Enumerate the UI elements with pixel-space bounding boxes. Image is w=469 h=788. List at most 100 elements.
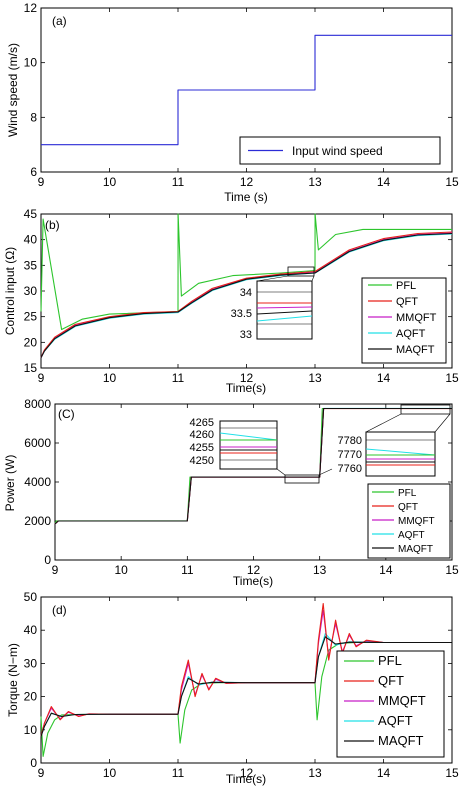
panel-c-zoom-connector	[276, 468, 286, 476]
y-tick-label: 30	[24, 656, 38, 670]
legend-label-qft: QFT	[378, 673, 404, 688]
panel-b-zoom-connector	[311, 275, 315, 282]
legend-label-input-wind-speed: Input wind speed	[292, 144, 383, 158]
panel-b-xlabel: Time(s)	[226, 381, 266, 395]
legend-label-mmqft: MMQFT	[396, 312, 437, 324]
panel-c-series	[54, 407, 452, 525]
inset-line-aqft	[365, 448, 436, 456]
inset-line-aqft	[219, 432, 278, 441]
legend-label-aqft: AQFT	[396, 328, 426, 340]
inset-line-mmqft	[256, 306, 313, 309]
panel-d-label: (d)	[52, 603, 67, 617]
x-tick-label: 15	[445, 563, 459, 577]
panel-c: (C) Time(s) Power (W) 9 10 11 12 13 14 15 0 2000…	[3, 397, 459, 588]
panel-b: (b) Time(s) Control input (Ω) 9 10 11 12 13 1…	[3, 207, 459, 395]
inset-tick-label: 33.5	[231, 308, 252, 320]
inset-tick-label: 4260	[190, 429, 214, 441]
x-tick-label: 9	[38, 371, 45, 385]
y-tick-label: 35	[24, 258, 38, 272]
legend-label-maqft: MAQFT	[396, 344, 435, 356]
panel-c-zoom-connector	[434, 413, 451, 433]
panel-b-label: (b)	[45, 218, 60, 232]
panel-a-series	[41, 34, 452, 146]
x-tick-label: 10	[103, 766, 117, 780]
panel-c-zoom-marker	[284, 474, 320, 484]
x-tick-label: 12	[240, 175, 254, 189]
panel-d: (d) Time(s) Torque (N−m) 9 10 11 12 13 14 15 0 1…	[6, 590, 459, 786]
legend-label-aqft: AQFT	[398, 530, 425, 541]
legend-label-pfl: PFL	[378, 653, 402, 668]
legend-label-pfl: PFL	[396, 280, 416, 292]
x-tick-label: 9	[38, 175, 45, 189]
legend-label-qft: QFT	[398, 502, 418, 513]
panel-d-legend: PFL QFT MMQFT AQFT MAQFT	[336, 650, 445, 758]
panel-c-xlabel: Time(s)	[233, 574, 273, 588]
y-tick-label: 40	[24, 623, 38, 637]
series-line-maqft	[40, 232, 453, 358]
x-tick-label: 15	[445, 175, 459, 189]
series-line-maqft	[54, 407, 452, 525]
x-tick-label: 12	[240, 766, 254, 780]
panel-b-ticks: 9 10 11 12 13 14 15 15 20 25 30 35 40 45	[24, 207, 459, 385]
panel-d-ticks: 9 10 11 12 13 14 15 0 10 20 30 40 50	[24, 590, 459, 780]
panel-c-inset-2: 7780 7770 7760	[338, 431, 436, 477]
panel-b-legend: PFL QFT MMQFT AQFT MAQFT	[361, 277, 447, 364]
x-tick-label: 12	[240, 371, 254, 385]
x-tick-label: 10	[103, 175, 117, 189]
panel-b-inset: 34 33.5 33	[231, 280, 313, 341]
legend-label-mmqft: MMQFT	[398, 516, 435, 527]
series-line-pfl	[54, 407, 452, 524]
legend-label-aqft: AQFT	[378, 713, 413, 728]
y-tick-label: 12	[24, 1, 38, 15]
x-tick-label: 12	[247, 563, 261, 577]
panel-d-ylabel: Torque (N−m)	[6, 643, 20, 717]
panel-b-zoom-connector	[256, 275, 289, 282]
x-tick-label: 14	[377, 766, 391, 780]
panel-c-zoom-connector	[318, 468, 333, 476]
x-tick-label: 10	[114, 563, 128, 577]
inset-tick-label: 33	[240, 329, 252, 341]
legend-label-maqft: MAQFT	[398, 544, 433, 555]
y-tick-label: 0	[44, 553, 51, 567]
y-tick-label: 4000	[24, 475, 51, 489]
x-tick-label: 11	[181, 563, 194, 577]
x-tick-label: 14	[377, 371, 391, 385]
panel-a-ylabel: Wind speed (m/s)	[6, 43, 20, 137]
y-tick-label: 20	[24, 335, 38, 349]
x-tick-label: 15	[445, 766, 459, 780]
panel-b-ylabel: Control input (Ω)	[3, 247, 17, 335]
x-tick-label: 13	[313, 563, 327, 577]
y-tick-label: 40	[24, 233, 38, 247]
inset-tick-label: 7760	[338, 463, 362, 475]
panel-a-xlabel: Time (s)	[224, 190, 268, 204]
panel-b-zoom-marker	[287, 266, 315, 277]
panel-a: (a) Time (s) Wind speed (m/s) 9 10 11 12 13 1…	[6, 1, 459, 204]
panel-d-series	[40, 603, 452, 757]
inset-tick-label: 4265	[190, 417, 214, 429]
x-tick-label: 9	[52, 563, 59, 577]
panel-c-ylabel: Power (W)	[3, 455, 17, 512]
panel-c-legend: PFL QFT MMQFT AQFT MAQFT	[367, 483, 451, 559]
x-tick-label: 9	[38, 766, 45, 780]
y-tick-label: 45	[24, 207, 38, 221]
x-tick-label: 10	[103, 371, 117, 385]
legend-entries: PFL QFT MMQFT AQFT MAQFT	[372, 488, 435, 555]
panel-a-label: (a)	[52, 14, 67, 28]
inset-tick-label: 4250	[190, 455, 214, 467]
panel-b-series	[40, 213, 453, 358]
inset-line-maqft	[256, 310, 313, 315]
x-tick-label: 15	[445, 371, 459, 385]
x-tick-label: 13	[308, 175, 322, 189]
panel-c-inset-1-frame	[219, 420, 278, 470]
panel-b-inset-frame	[256, 280, 313, 340]
legend-box	[367, 483, 451, 559]
panel-c-zoom-connector	[365, 413, 402, 433]
legend-label-qft: QFT	[396, 296, 418, 308]
series-line-qft	[40, 231, 453, 358]
y-tick-label: 6000	[24, 436, 51, 450]
legend-label-maqft: MAQFT	[378, 733, 424, 748]
legend-label-pfl: PFL	[398, 488, 417, 499]
series-line-qft	[40, 603, 452, 737]
y-tick-label: 30	[24, 284, 38, 298]
